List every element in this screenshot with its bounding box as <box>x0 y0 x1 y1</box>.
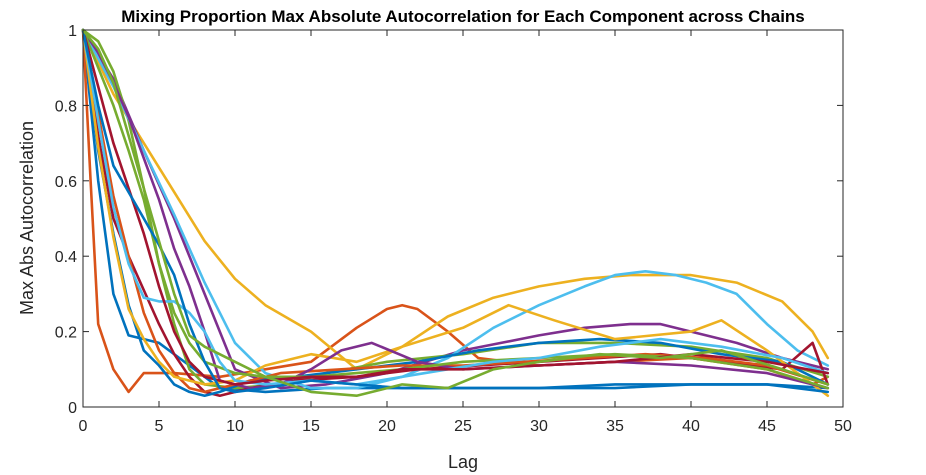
series-line-6 <box>81 28 830 390</box>
series-line-15 <box>81 28 830 394</box>
ticks-layer: 0 5 10 15 20 25 30 35 40 45 50 0 0.2 0.4 0.6 0.8 1 <box>55 23 852 435</box>
y-tick-label: 1 <box>68 23 77 40</box>
series-line-13 <box>81 28 830 386</box>
x-tick-label: 5 <box>155 418 164 435</box>
x-tick-label: 25 <box>454 418 472 435</box>
y-tick-label: 0.4 <box>55 249 77 266</box>
x-tick-label: 50 <box>834 418 852 435</box>
series-line-16 <box>81 28 830 398</box>
series-layer <box>81 28 830 398</box>
y-axis-label: Max Abs Autocorrelation <box>17 121 37 315</box>
x-tick-label: 30 <box>530 418 548 435</box>
chart-title: Mixing Proportion Max Absolute Autocorre… <box>121 7 805 26</box>
series-line-10 <box>81 28 830 398</box>
series-line-3 <box>81 28 830 371</box>
x-tick-label: 35 <box>606 418 624 435</box>
x-axis-label: Lag <box>448 452 478 472</box>
x-tick-label: 10 <box>226 418 244 435</box>
x-tick-label: 0 <box>79 418 88 435</box>
y-tick-label: 0 <box>68 400 77 417</box>
y-tick-label: 0.8 <box>55 98 77 115</box>
x-tick-label: 45 <box>758 418 776 435</box>
x-tick-label: 15 <box>302 418 320 435</box>
series-line-2 <box>81 28 830 394</box>
x-tick-label: 40 <box>682 418 700 435</box>
series-line-1 <box>81 28 830 394</box>
y-tick-label: 0.6 <box>55 174 77 191</box>
y-tick-label: 0.2 <box>55 325 77 342</box>
x-tick-label: 20 <box>378 418 396 435</box>
